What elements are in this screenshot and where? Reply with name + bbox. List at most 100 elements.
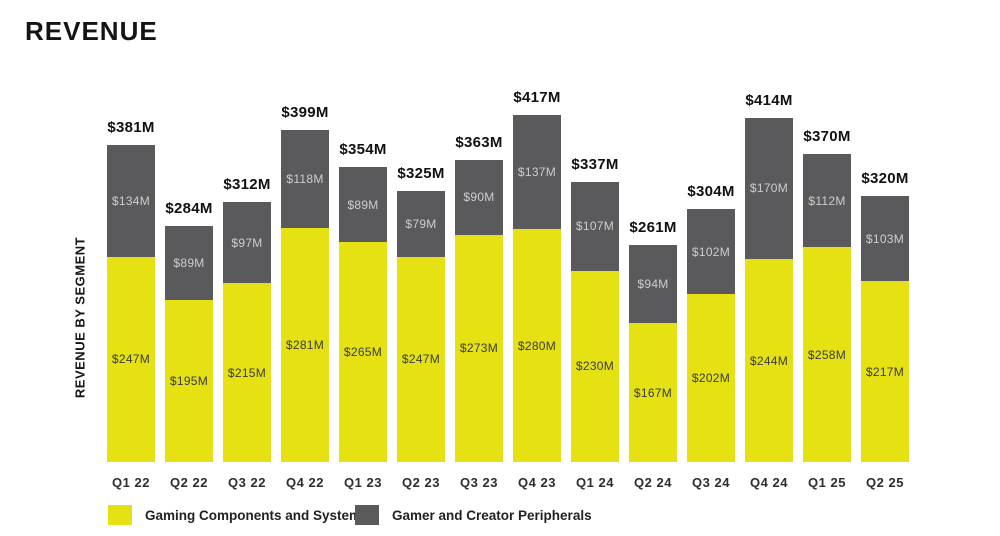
bar-total-label: $325M [397,164,445,182]
bar-segment: $202M [687,293,735,462]
plot-area: $381M $134M $247M Q1 22 $284M $89M $195M Q2 22 $… [107,80,917,490]
bar-segment: $79M [397,190,445,257]
segment-value-label: $280M [517,338,557,353]
chart-title: REVENUE [25,16,158,46]
bar-segment: $112M [803,154,851,248]
legend: Gaming Components and Systems Gamer and C… [108,505,808,527]
bar-segment: $94M [629,244,677,324]
bar-segment: $97M [223,202,271,284]
bar-total-label: $304M [687,183,735,201]
bar-column: $414M $170M $244M Q4 24 [745,91,793,490]
legend-label: Gaming Components and Systems [145,507,369,523]
segment-value-label: $97M [231,235,263,250]
segment-value-label: $215M [227,365,267,380]
bar-total-label: $320M [861,169,909,187]
bar-total-label: $363M [455,134,503,151]
segment-value-label: $273M [459,341,499,356]
bar-column: $337M $107M $230M Q1 24 [571,155,619,490]
segment-value-label: $195M [169,373,209,388]
segment-value-label: $137M [517,165,557,180]
segment-value-label: $103M [865,231,905,246]
segment-value-label: $112M [808,193,846,208]
segment-value-label: $258M [807,347,847,362]
bar-segment: $247M [397,256,445,462]
bar-segment: $244M [745,259,793,462]
bar-total-label: $399M [281,104,329,122]
legend-item: Gamer and Creator Peripherals [355,505,592,525]
bar-total-label: $312M [223,176,271,194]
bar-segment: $281M [281,228,329,462]
x-axis-label: Q2 25 [866,475,904,490]
bar-column: $399M $118M $281M Q4 22 [281,104,329,490]
x-axis-label: Q1 25 [808,475,846,490]
bar-segment: $217M [861,281,909,462]
bar-segment: $167M [629,323,677,462]
bar-segment: $273M [455,234,503,462]
y-axis-label: REVENUE BY SEGMENT [72,236,88,399]
segment-value-label: $202M [691,370,731,385]
x-axis-label: Q2 24 [634,475,672,490]
segment-value-label: $265M [343,344,383,359]
x-axis-label: Q1 23 [344,475,382,490]
bar-segment: $170M [745,117,793,259]
segment-value-label: $118M [286,172,324,187]
segment-value-label: $281M [285,338,325,353]
segment-value-label: $90M [463,190,495,205]
bar-segment: $230M [571,270,619,462]
bar-segment: $118M [281,130,329,229]
bar-column: $284M $89M $195M Q2 22 [165,199,213,490]
x-axis-label: Q4 24 [750,475,788,490]
bar-column: $370M $112M $258M Q1 25 [803,128,851,490]
bar-column: $261M $94M $167M Q2 24 [629,218,677,490]
segment-value-label: $167M [633,385,673,400]
bar-column: $354M $89M $265M Q1 23 [339,141,387,490]
bar-segment: $195M [165,299,213,462]
bar-column: $304M $102M $202M Q3 24 [687,183,735,490]
segment-value-label: $89M [347,197,379,212]
bar-total-label: $354M [339,141,387,159]
legend-label: Gamer and Creator Peripherals [392,507,592,523]
segment-value-label: $217M [865,364,905,379]
segment-value-label: $134M [111,193,151,208]
bar-segment: $215M [223,283,271,462]
bar-total-label: $337M [571,155,619,173]
bar-total-label: $381M [107,119,155,137]
bar-total-label: $261M [629,218,677,236]
legend-item: Gaming Components and Systems [108,505,369,525]
bar-total-label: $417M [513,89,561,107]
x-axis-label: Q3 24 [692,475,730,490]
bar-segment: $265M [339,241,387,462]
segment-value-label: $170M [749,181,789,196]
bar-segment: $89M [339,167,387,242]
bar-column: $325M $79M $247M Q2 23 [397,164,445,490]
bar-column: $417M $137M $280M Q4 23 [513,89,561,490]
bar-column: $312M $97M $215M Q3 22 [223,176,271,490]
bar-segment: $137M [513,115,561,230]
bar-total-label: $284M [165,199,213,217]
bar-total-label: $414M [745,91,793,109]
bar-column: $381M $134M $247M Q1 22 [107,119,155,490]
bar-segment: $258M [803,247,851,462]
x-axis-label: Q1 22 [112,475,150,490]
x-axis-label: Q4 23 [518,475,556,490]
bar-segment: $280M [513,229,561,462]
bar-segment: $247M [107,256,155,462]
bar-total-label: $370M [803,128,851,146]
bar-segment: $134M [107,145,155,257]
x-axis-label: Q3 22 [228,475,266,490]
legend-swatch [108,505,132,525]
x-axis-label: Q2 23 [402,475,440,490]
bar-column: $363M $90M $273M Q3 23 [455,134,503,490]
segment-value-label: $230M [575,359,615,374]
segment-value-label: $244M [749,353,789,368]
bar-segment: $90M [455,160,503,235]
x-axis-label: Q4 22 [286,475,324,490]
bar-segment: $102M [687,209,735,294]
segment-value-label: $247M [111,352,151,367]
segment-value-label: $89M [173,255,205,270]
bar-column: $320M $103M $217M Q2 25 [861,169,909,490]
segment-value-label: $107M [575,219,615,234]
segment-value-label: $79M [405,216,437,231]
segment-value-label: $247M [401,352,441,367]
